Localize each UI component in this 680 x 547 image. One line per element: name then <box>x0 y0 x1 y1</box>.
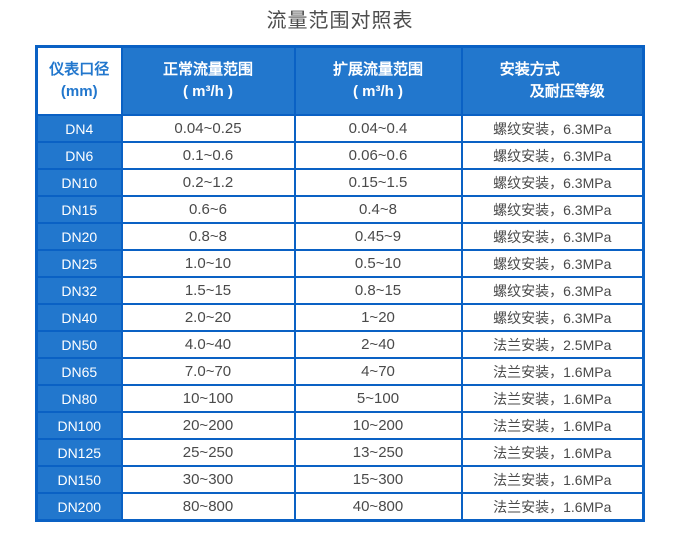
table-row: DN6 0.1~0.6 0.06~0.6 螺纹安装，6.3MPa <box>35 141 645 170</box>
normal-flow-cell: 80~800 <box>120 492 296 522</box>
header-line: 安装方式 <box>499 61 560 78</box>
install-cell: 螺纹安装，6.3MPa <box>460 114 645 143</box>
normal-flow-cell: 20~200 <box>120 411 296 440</box>
table-row: DN15 0.6~6 0.4~8 螺纹安装，6.3MPa <box>35 195 645 224</box>
normal-flow-cell: 0.04~0.25 <box>120 114 296 143</box>
table-row: DN100 20~200 10~200 法兰安装，1.6MPa <box>35 411 645 440</box>
header-meter-diameter: 仪表口径 (mm) <box>35 45 123 116</box>
table-row: DN32 1.5~15 0.8~15 螺纹安装，6.3MPa <box>35 276 645 305</box>
extended-flow-cell: 40~800 <box>293 492 463 522</box>
extended-flow-cell: 0.04~0.4 <box>293 114 463 143</box>
extended-flow-cell: 0.4~8 <box>293 195 463 224</box>
install-cell: 法兰安装，1.6MPa <box>460 411 645 440</box>
table-row: DN200 80~800 40~800 法兰安装，1.6MPa <box>35 492 645 522</box>
extended-flow-cell: 1~20 <box>293 303 463 332</box>
normal-flow-cell: 2.0~20 <box>120 303 296 332</box>
extended-flow-cell: 0.06~0.6 <box>293 141 463 170</box>
extended-flow-cell: 4~70 <box>293 357 463 386</box>
dn-cell: DN32 <box>35 276 123 305</box>
normal-flow-cell: 25~250 <box>120 438 296 467</box>
install-cell: 螺纹安装，6.3MPa <box>460 168 645 197</box>
dn-cell: DN10 <box>35 168 123 197</box>
install-cell: 法兰安装，1.6MPa <box>460 384 645 413</box>
header-line: 及耐压等级 <box>529 83 605 100</box>
install-cell: 螺纹安装，6.3MPa <box>460 249 645 278</box>
header-extended-flow: 扩展流量范围 ( m³/h ) <box>293 45 463 116</box>
dn-cell: DN150 <box>35 465 123 494</box>
extended-flow-cell: 13~250 <box>293 438 463 467</box>
extended-flow-cell: 0.45~9 <box>293 222 463 251</box>
table-row: DN40 2.0~20 1~20 螺纹安装，6.3MPa <box>35 303 645 332</box>
normal-flow-cell: 0.6~6 <box>120 195 296 224</box>
install-cell: 法兰安装，1.6MPa <box>460 357 645 386</box>
dn-cell: DN40 <box>35 303 123 332</box>
install-cell: 法兰安装，1.6MPa <box>460 438 645 467</box>
normal-flow-cell: 7.0~70 <box>120 357 296 386</box>
header-row: 仪表口径 (mm) 正常流量范围 ( m³/h ) 扩展流量范围 ( m³/h … <box>35 45 645 116</box>
dn-cell: DN25 <box>35 249 123 278</box>
header-line: ( m³/h ) <box>353 83 403 100</box>
header-line: 扩展流量范围 <box>332 61 423 78</box>
header-install-method: 安装方式 及耐压等级 <box>460 45 645 116</box>
install-cell: 螺纹安装，6.3MPa <box>460 141 645 170</box>
extended-flow-cell: 0.5~10 <box>293 249 463 278</box>
extended-flow-cell: 15~300 <box>293 465 463 494</box>
install-cell: 法兰安装，2.5MPa <box>460 330 645 359</box>
dn-cell: DN80 <box>35 384 123 413</box>
table-row: DN50 4.0~40 2~40 法兰安装，2.5MPa <box>35 330 645 359</box>
dn-cell: DN100 <box>35 411 123 440</box>
table-row: DN150 30~300 15~300 法兰安装，1.6MPa <box>35 465 645 494</box>
normal-flow-cell: 10~100 <box>120 384 296 413</box>
install-cell: 螺纹安装，6.3MPa <box>460 276 645 305</box>
table-row: DN25 1.0~10 0.5~10 螺纹安装，6.3MPa <box>35 249 645 278</box>
header-block: 安装方式 及耐压等级 <box>500 59 605 103</box>
install-cell: 螺纹安装，6.3MPa <box>460 195 645 224</box>
install-cell: 法兰安装，1.6MPa <box>460 492 645 522</box>
header-line: 正常流量范围 <box>162 61 253 78</box>
header-line: ( m³/h ) <box>183 83 233 100</box>
dn-cell: DN200 <box>35 492 123 522</box>
extended-flow-cell: 0.8~15 <box>293 276 463 305</box>
table-row: DN4 0.04~0.25 0.04~0.4 螺纹安装，6.3MPa <box>35 114 645 143</box>
normal-flow-cell: 4.0~40 <box>120 330 296 359</box>
extended-flow-cell: 2~40 <box>293 330 463 359</box>
extended-flow-cell: 5~100 <box>293 384 463 413</box>
extended-flow-cell: 10~200 <box>293 411 463 440</box>
header-line: (mm) <box>60 83 98 100</box>
dn-cell: DN6 <box>35 141 123 170</box>
table-row: DN20 0.8~8 0.45~9 螺纹安装，6.3MPa <box>35 222 645 251</box>
dn-cell: DN65 <box>35 357 123 386</box>
dn-cell: DN50 <box>35 330 123 359</box>
extended-flow-cell: 0.15~1.5 <box>293 168 463 197</box>
page-title: 流量范围对照表 <box>266 10 414 32</box>
table-row: DN65 7.0~70 4~70 法兰安装，1.6MPa <box>35 357 645 386</box>
dn-cell: DN15 <box>35 195 123 224</box>
normal-flow-cell: 30~300 <box>120 465 296 494</box>
dn-cell: DN125 <box>35 438 123 467</box>
normal-flow-cell: 1.5~15 <box>120 276 296 305</box>
header-line: 仪表口径 <box>49 61 110 78</box>
normal-flow-cell: 1.0~10 <box>120 249 296 278</box>
flow-range-table: 仪表口径 (mm) 正常流量范围 ( m³/h ) 扩展流量范围 ( m³/h … <box>35 45 645 522</box>
normal-flow-cell: 0.1~0.6 <box>120 141 296 170</box>
table-row: DN80 10~100 5~100 法兰安装，1.6MPa <box>35 384 645 413</box>
table-row: DN10 0.2~1.2 0.15~1.5 螺纹安装，6.3MPa <box>35 168 645 197</box>
header-normal-flow: 正常流量范围 ( m³/h ) <box>120 45 296 116</box>
dn-cell: DN20 <box>35 222 123 251</box>
install-cell: 螺纹安装，6.3MPa <box>460 222 645 251</box>
table-row: DN125 25~250 13~250 法兰安装，1.6MPa <box>35 438 645 467</box>
install-cell: 螺纹安装，6.3MPa <box>460 303 645 332</box>
install-cell: 法兰安装，1.6MPa <box>460 465 645 494</box>
normal-flow-cell: 0.2~1.2 <box>120 168 296 197</box>
dn-cell: DN4 <box>35 114 123 143</box>
normal-flow-cell: 0.8~8 <box>120 222 296 251</box>
